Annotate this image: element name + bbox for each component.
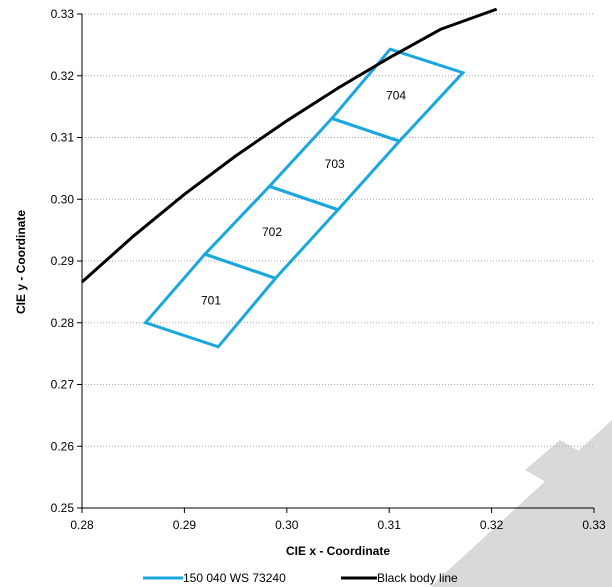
plot-area bbox=[81, 7, 498, 349]
bin-regions bbox=[142, 47, 466, 349]
y-axis-ticks: 0.25 0.26 0.27 0.28 0.29 0.30 0.31 0.32 0.33 bbox=[51, 7, 82, 515]
watermark-shape bbox=[430, 420, 612, 587]
bin-region-704 bbox=[329, 47, 466, 143]
y-axis-title: CIE y - Coordinate bbox=[14, 210, 28, 314]
black-body-line-group bbox=[81, 7, 498, 284]
x-tick-label: 0.29 bbox=[173, 518, 197, 532]
gridlines bbox=[82, 13, 594, 447]
y-tick-label: 0.31 bbox=[51, 131, 75, 145]
bin-label-702: 702 bbox=[262, 225, 282, 239]
x-tick-label: 0.32 bbox=[480, 518, 504, 532]
y-tick-label: 0.27 bbox=[51, 378, 75, 392]
bin-label-701: 701 bbox=[201, 294, 221, 308]
x-tick-label: 0.28 bbox=[70, 518, 94, 532]
y-tick-label: 0.25 bbox=[51, 501, 75, 515]
black-body-line bbox=[81, 7, 498, 284]
x-tick-label: 0.30 bbox=[275, 518, 299, 532]
y-tick-label: 0.32 bbox=[51, 69, 75, 83]
x-tick-label: 0.33 bbox=[582, 518, 606, 532]
y-tick-label: 0.28 bbox=[51, 316, 75, 330]
x-axis-title: CIE x - Coordinate bbox=[286, 544, 390, 558]
x-axis-ticks: 0.28 0.29 0.30 0.31 0.32 0.33 bbox=[70, 508, 606, 532]
x-tick-label: 0.31 bbox=[378, 518, 402, 532]
y-tick-label: 0.26 bbox=[51, 439, 75, 453]
bin-label-704: 704 bbox=[386, 88, 406, 102]
y-tick-label: 0.33 bbox=[51, 7, 75, 21]
y-tick-label: 0.29 bbox=[51, 254, 75, 268]
legend-label-series-1: 150 040 WS 73240 bbox=[183, 571, 286, 585]
bin-label-703: 703 bbox=[325, 157, 345, 171]
legend-label-series-2: Black body line bbox=[377, 571, 458, 585]
legend: 150 040 WS 73240 Black body line bbox=[143, 571, 458, 585]
y-tick-label: 0.30 bbox=[51, 192, 75, 206]
region-labels: 701 702 703 704 bbox=[201, 88, 406, 307]
